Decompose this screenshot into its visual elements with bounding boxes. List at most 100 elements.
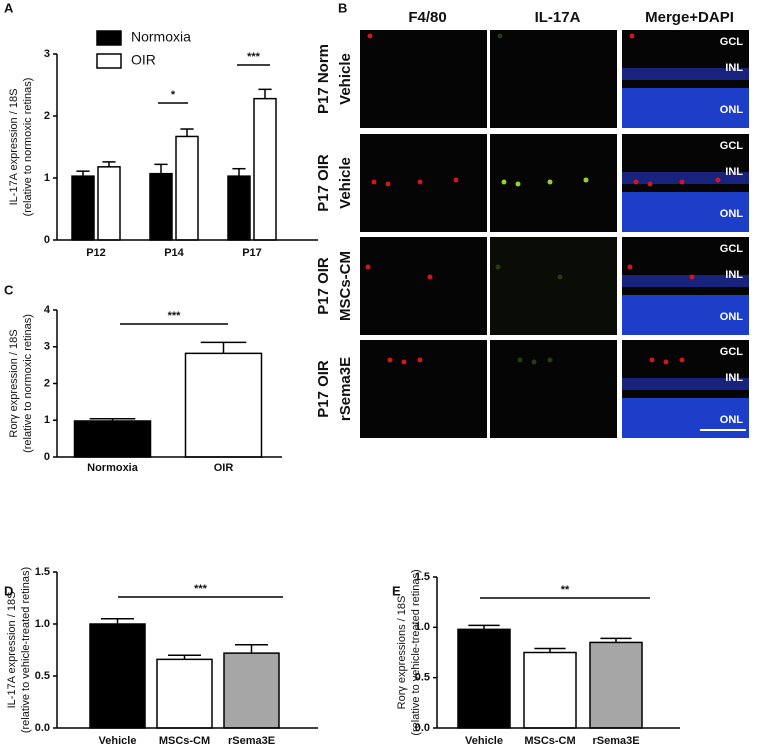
- micrograph: [360, 134, 487, 232]
- layer-label: GCL: [720, 346, 744, 358]
- cell-marker: [515, 181, 521, 187]
- layer-label: GCL: [720, 36, 744, 48]
- panel-label: B: [338, 0, 347, 15]
- error-bar: [89, 418, 136, 421]
- y-tick-label: 2: [44, 110, 50, 122]
- bar: [589, 641, 643, 729]
- y-tick-label: 2: [44, 377, 50, 389]
- y-axis-label: Rorγ expression / 18S: [8, 329, 20, 437]
- layer-label: GCL: [720, 243, 744, 255]
- x-tick-label: P17: [242, 247, 262, 259]
- y-tick-label: 3: [44, 48, 50, 60]
- row-label: Vehicle: [337, 157, 354, 209]
- bar: [89, 623, 146, 729]
- y-tick-label: 1.5: [415, 571, 430, 583]
- y-tick-label: 0.5: [35, 670, 50, 682]
- error-bar: [235, 644, 268, 654]
- cell-marker: [495, 264, 501, 270]
- y-axis-label: Rorγ expressions / 18S: [396, 596, 408, 710]
- y-tick-label: 1.5: [35, 566, 50, 578]
- cell-marker: [453, 177, 459, 183]
- cell-marker: [531, 359, 537, 365]
- cell-marker: [547, 179, 553, 185]
- y-tick-label: 1: [44, 172, 50, 184]
- column-header: IL-17A: [535, 9, 581, 26]
- y-axis-label: IL-17A expression / 18S: [8, 89, 20, 206]
- bar: [73, 420, 152, 458]
- panel-label: E: [392, 583, 401, 598]
- cell-marker: [557, 274, 563, 280]
- y-tick-label: 3: [44, 341, 50, 353]
- x-tick-label: rSema3E: [592, 735, 639, 747]
- dapi-band: [622, 295, 749, 335]
- error-bar: [101, 618, 134, 624]
- significance-label: ***: [247, 51, 261, 63]
- x-tick-label: Vehicle: [99, 735, 137, 747]
- micrograph: [360, 237, 487, 335]
- micrograph: [490, 237, 617, 335]
- cell-marker: [649, 357, 655, 363]
- row-label: Vehicle: [337, 53, 354, 105]
- dapi-band: [622, 275, 749, 287]
- micrograph: [360, 340, 487, 438]
- cell-marker: [583, 177, 589, 183]
- bar: [71, 175, 95, 241]
- layer-label: INL: [725, 166, 743, 178]
- x-tick-label: Normoxia: [87, 462, 139, 474]
- x-tick-label: P12: [86, 247, 106, 259]
- micrograph: [490, 134, 617, 232]
- cell-marker: [629, 33, 635, 39]
- y-axis-label: (relative to vehicle-treated retinas): [20, 567, 32, 733]
- bar: [227, 175, 251, 241]
- y-tick-label: 0: [44, 451, 50, 463]
- y-axis-label: (relative to normoxic retinas): [22, 78, 34, 217]
- bar: [223, 652, 280, 729]
- x-tick-label: rSema3E: [228, 735, 275, 747]
- bar: [253, 97, 277, 241]
- dapi-band: [622, 192, 749, 232]
- dapi-band: [622, 378, 749, 390]
- layer-label: ONL: [720, 208, 744, 220]
- layer-label: ONL: [720, 311, 744, 323]
- row-label: P17 Norm: [315, 44, 332, 114]
- cell-marker: [627, 264, 633, 270]
- error-bar: [168, 654, 201, 660]
- x-tick-label: P14: [164, 247, 184, 259]
- column-header: F4/80: [408, 9, 446, 26]
- bar: [523, 651, 577, 729]
- cell-marker: [417, 179, 423, 185]
- row-label: P17 OIR: [315, 154, 332, 212]
- error-bar: [102, 161, 116, 167]
- legend-label: OIR: [131, 52, 156, 68]
- row-label: rSema3E: [337, 357, 354, 421]
- significance-label: *: [171, 89, 176, 101]
- y-axis-label: (relative to normoxic retinas): [22, 314, 34, 453]
- error-bar: [232, 167, 246, 177]
- cell-marker: [501, 179, 507, 185]
- cell-marker: [367, 33, 373, 39]
- layer-label: ONL: [720, 414, 744, 426]
- row-label: P17 OIR: [315, 257, 332, 315]
- layer-label: INL: [725, 62, 743, 74]
- significance-label: **: [561, 584, 570, 596]
- layer-label: INL: [725, 269, 743, 281]
- dapi-band: [622, 68, 749, 80]
- bar: [156, 658, 213, 729]
- panel-label: C: [4, 282, 14, 297]
- bar: [149, 172, 173, 241]
- cell-marker: [385, 181, 391, 187]
- y-axis-label: IL-17A expression / 18S: [6, 592, 18, 709]
- cell-marker: [401, 359, 407, 365]
- error-bar: [468, 624, 500, 630]
- significance-label: ***: [194, 583, 208, 595]
- error-bar: [534, 647, 566, 653]
- y-tick-label: 4: [44, 304, 51, 316]
- column-header: Merge+DAPI: [645, 9, 734, 26]
- y-tick-label: 0.0: [35, 722, 50, 734]
- x-tick-label: OIR: [214, 462, 234, 474]
- micrograph: [490, 340, 617, 438]
- cell-marker: [417, 357, 423, 363]
- y-axis-label: (relative to vehicle-treated retinas): [410, 569, 422, 735]
- panel-label: A: [4, 0, 14, 15]
